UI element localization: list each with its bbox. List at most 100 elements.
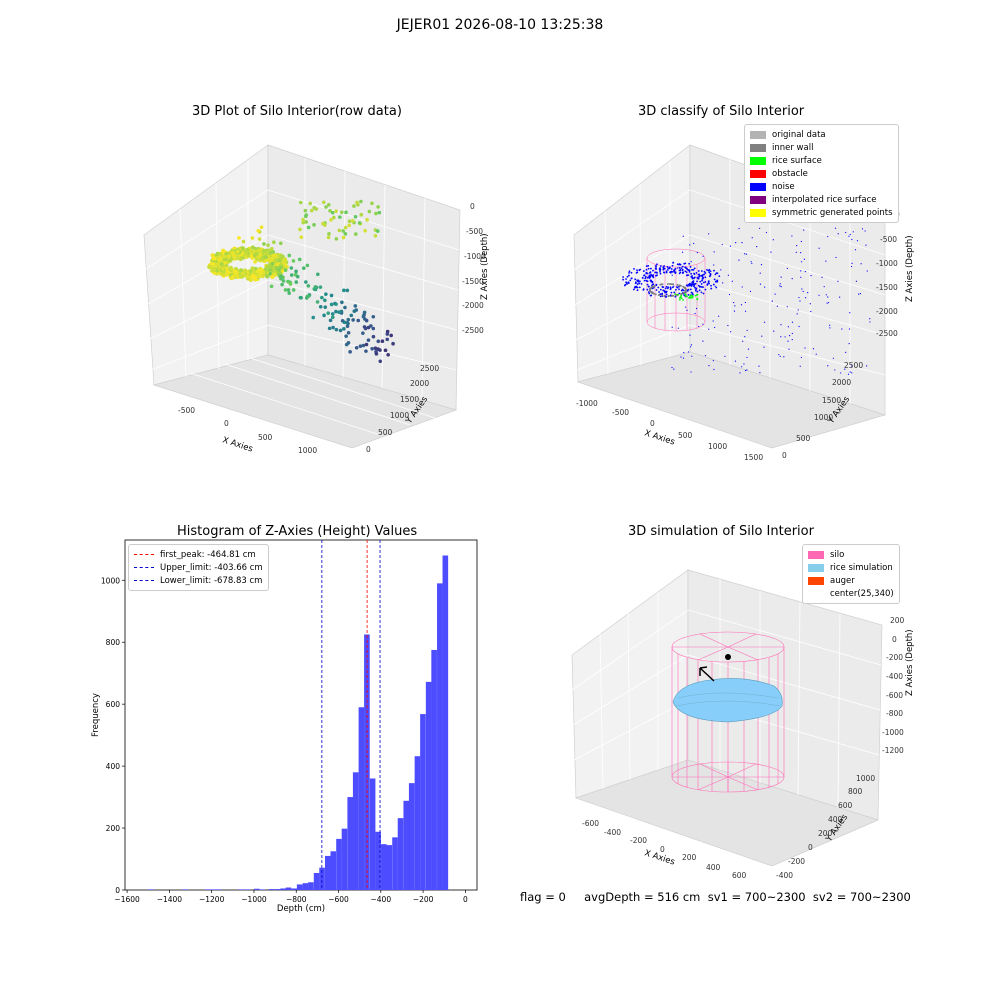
noise-point (692, 280, 695, 282)
noise-point (669, 271, 671, 273)
raw-data-point (373, 234, 378, 238)
noise-point (659, 265, 662, 267)
simulation-z-label: Z Axies (Depth) (905, 629, 915, 696)
noise-point (677, 267, 679, 269)
legend-entry: rice simulation (808, 561, 894, 574)
raw-data-point (365, 218, 369, 222)
noise-point (714, 285, 716, 287)
noise-point (780, 336, 782, 338)
noise-point (659, 272, 662, 275)
raw-data-point (236, 249, 240, 254)
rice-surface-point (682, 299, 684, 301)
noise-point (666, 287, 669, 290)
legend-label: rice surface (772, 155, 822, 166)
noise-point (701, 275, 704, 278)
noise-point (759, 372, 761, 374)
raw-data-point (369, 324, 373, 328)
noise-point (800, 270, 802, 272)
noise-point (788, 335, 791, 337)
noise-point (701, 279, 703, 282)
noise-point (691, 283, 694, 286)
simulation-rice-surface (672, 678, 783, 723)
noise-point (704, 276, 707, 279)
histogram-bar (420, 714, 426, 890)
histogram-y-tick-label: 1000 (101, 576, 120, 585)
raw-3d-plot: -500 0 500 1000 X Axies 0 500 1000 1500 … (143, 144, 490, 455)
noise-point (648, 292, 651, 295)
simulation-legend: silo rice simulation auger center(25,340) (802, 544, 900, 604)
classify-x-tick: -500 (612, 408, 629, 417)
noise-point (827, 365, 829, 367)
histogram-bar (280, 888, 286, 890)
rice-surface-point (684, 293, 687, 296)
noise-point (803, 229, 805, 231)
raw-data-point (299, 235, 304, 240)
noise-point (715, 286, 718, 289)
classify-z-label: Z Axies (Depth) (905, 235, 915, 302)
raw-data-point (318, 285, 323, 289)
noise-point (861, 228, 864, 230)
noise-point (741, 286, 743, 288)
noise-point (709, 270, 712, 273)
noise-point (640, 282, 643, 285)
raw-data-point (265, 274, 270, 279)
noise-point (684, 270, 687, 273)
raw-data-point (303, 208, 308, 213)
noise-point (673, 291, 676, 294)
raw-y-tick: 1000 (390, 411, 409, 420)
noise-point (716, 272, 719, 275)
raw-data-point (232, 254, 237, 259)
classify-3d-plot: -1000 -500 0 500 1000 1500 X Axies 0 500… (573, 144, 915, 462)
noise-point (639, 280, 641, 283)
histogram-y-tick-label: 800 (106, 638, 121, 647)
raw-data-point (277, 258, 282, 263)
raw-data-point (230, 250, 236, 256)
noise-point (698, 289, 701, 292)
noise-point (692, 269, 695, 271)
raw-z-tick: -2000 (462, 301, 484, 310)
simulation-x-tick: -400 (604, 828, 621, 837)
raw-data-point (344, 334, 348, 338)
raw-data-point (354, 232, 358, 236)
noise-point (742, 340, 744, 342)
noise-point (783, 356, 785, 358)
noise-point (804, 347, 806, 349)
noise-point (679, 271, 682, 274)
noise-point (651, 280, 654, 283)
histogram-bar (352, 772, 359, 890)
noise-point (764, 286, 766, 288)
noise-point (721, 243, 723, 246)
raw-data-point (315, 300, 320, 304)
noise-point (710, 287, 713, 290)
noise-point (694, 282, 697, 285)
noise-point (735, 241, 737, 244)
noise-point (810, 275, 812, 277)
histogram-bar (275, 889, 281, 890)
raw-data-point (341, 235, 346, 240)
raw-data-point (383, 348, 388, 353)
raw-data-point (257, 268, 263, 273)
noise-point (804, 270, 806, 273)
classify-z-tick: -1500 (876, 283, 898, 292)
noise-point (665, 271, 668, 274)
noise-point (852, 231, 854, 233)
raw-data-point (389, 333, 393, 338)
auger-marker (699, 666, 715, 682)
inner-wall-point (650, 287, 653, 290)
noise-point (700, 282, 703, 285)
raw-data-point (342, 288, 346, 293)
noise-point (636, 289, 639, 292)
raw-data-point (334, 327, 339, 332)
noise-point (780, 276, 782, 278)
inner-wall-point (672, 283, 675, 286)
raw-x-tick: 1000 (298, 446, 317, 455)
noise-point (678, 292, 681, 295)
raw-data-point (322, 200, 326, 205)
noise-point (629, 279, 632, 282)
raw-data-point (269, 246, 274, 251)
noise-point (686, 309, 688, 311)
histogram-bar (259, 889, 265, 890)
noise-point (763, 346, 765, 348)
noise-point (688, 262, 691, 265)
raw-data-point (309, 208, 314, 213)
